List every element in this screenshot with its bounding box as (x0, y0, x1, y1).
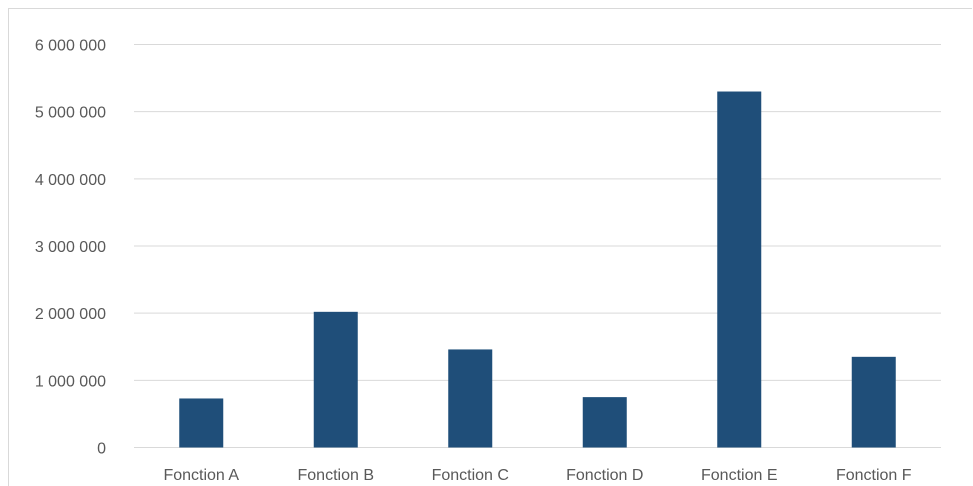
bar (717, 91, 762, 448)
x-tick-label: Fonction B (298, 467, 374, 484)
bars (179, 91, 896, 448)
x-tick-label: Fonction E (701, 467, 777, 484)
x-tick-label: Fonction A (163, 467, 239, 484)
y-tick-label: 6 000 000 (35, 38, 106, 55)
bar (582, 397, 627, 448)
y-tick-label: 1 000 000 (35, 373, 106, 390)
bar (313, 311, 358, 448)
y-tick-label: 5 000 000 (35, 105, 106, 122)
y-tick-label: 0 (97, 441, 106, 458)
bar (851, 356, 896, 448)
chart-frame (8, 8, 972, 486)
gridlines (134, 44, 941, 448)
y-tick-label: 4 000 000 (35, 172, 106, 189)
y-axis-tick-labels: 0 1 000 000 2 000 000 3 000 000 4 000 000 5 0… (35, 38, 106, 458)
bar (448, 349, 493, 448)
x-tick-label: Fonction D (566, 467, 643, 484)
x-tick-label: Fonction F (836, 467, 912, 484)
x-axis-tick-labels: Fonction A Fonction B Fonction C Fonction D… (163, 467, 911, 484)
y-tick-label: 3 000 000 (35, 239, 106, 256)
bar (179, 398, 224, 448)
x-tick-label: Fonction C (432, 467, 509, 484)
y-tick-label: 2 000 000 (35, 306, 106, 323)
